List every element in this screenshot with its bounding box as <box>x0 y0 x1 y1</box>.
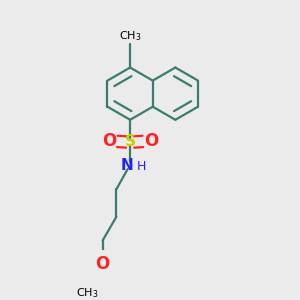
Text: N: N <box>120 158 133 173</box>
Text: O: O <box>102 132 116 150</box>
Text: O: O <box>96 255 110 273</box>
Text: H: H <box>136 160 146 173</box>
Text: CH$_3$: CH$_3$ <box>119 29 141 43</box>
Text: S: S <box>124 134 136 149</box>
Text: CH$_3$: CH$_3$ <box>76 286 99 300</box>
Text: O: O <box>144 132 158 150</box>
